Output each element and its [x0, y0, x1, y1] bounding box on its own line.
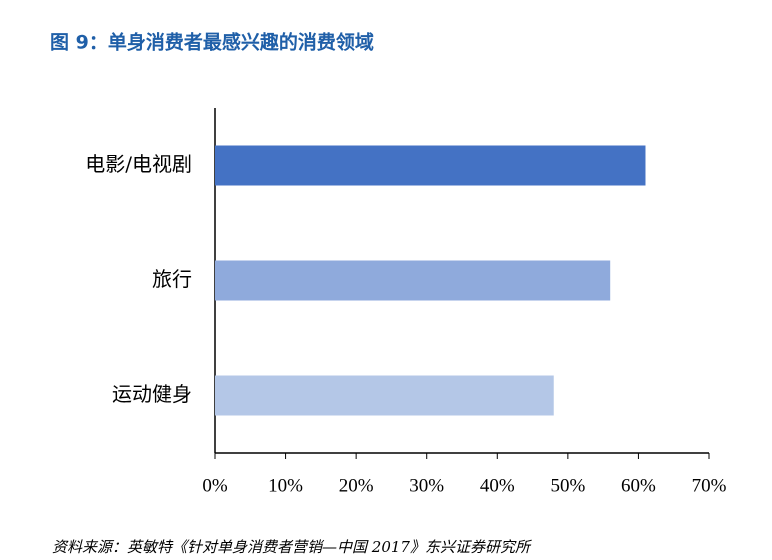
x-tick-label: 50%: [550, 475, 585, 496]
x-tick-label: 40%: [480, 475, 515, 496]
bar: [215, 145, 646, 186]
source-note: 资料来源：英敏特《针对单身消费者营销—中国 2017》东兴证券研究所: [52, 538, 532, 556]
x-tick-label: 20%: [339, 475, 374, 496]
y-tick-label: 电影/电视剧: [85, 152, 192, 176]
y-tick-label: 运动健身: [112, 382, 192, 406]
x-tick-label: 30%: [409, 475, 444, 496]
bar: [215, 260, 611, 301]
y-tick-label: 旅行: [152, 267, 192, 291]
x-tick-label: 70%: [692, 475, 727, 496]
x-tick-label: 60%: [621, 475, 656, 496]
x-tick-label: 10%: [268, 475, 303, 496]
bar: [215, 375, 554, 416]
chart-title: 图 9：单身消费者最感兴趣的消费领域: [50, 31, 374, 54]
x-tick-label: 0%: [202, 475, 228, 496]
